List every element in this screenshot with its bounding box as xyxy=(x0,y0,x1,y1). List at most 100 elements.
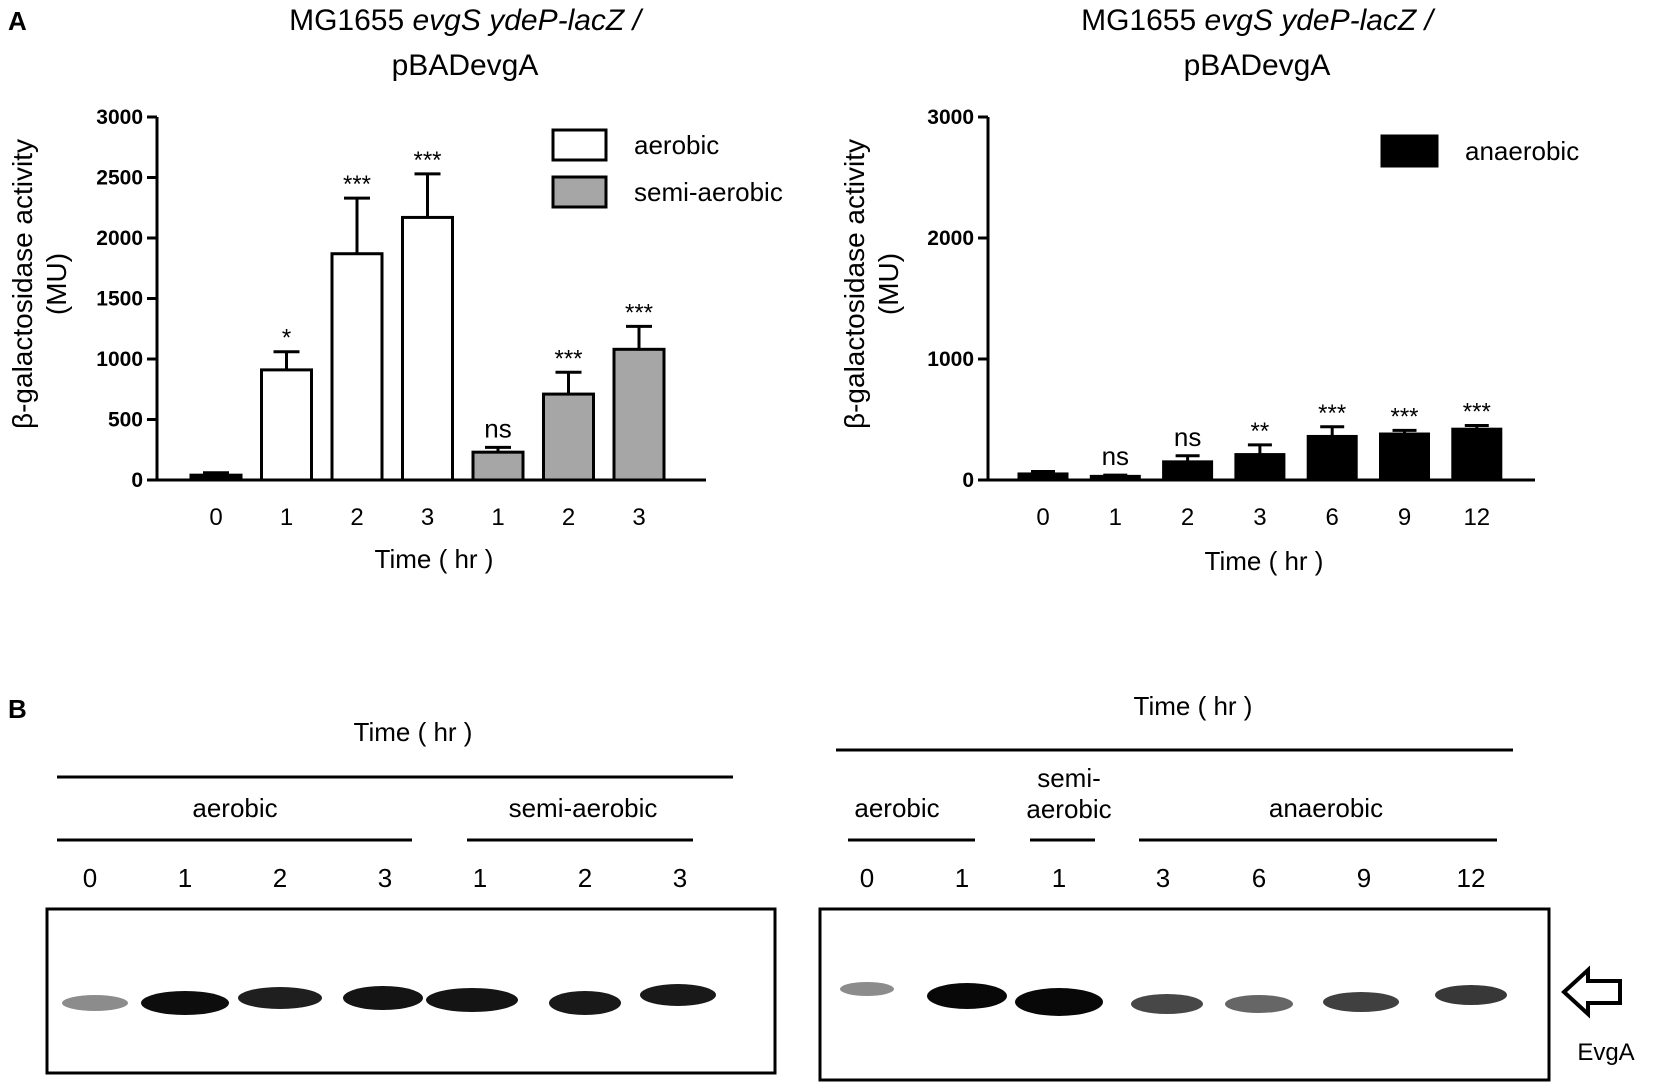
lane-label: 12 xyxy=(1457,863,1486,893)
left-x-axis-label: Time ( hr ) xyxy=(375,544,494,574)
significance-label: *** xyxy=(625,299,653,326)
blot-band xyxy=(640,984,716,1006)
significance-label: *** xyxy=(1463,399,1491,426)
lane-label: 1 xyxy=(1052,863,1066,893)
left-chart: MG1655 evgS ydeP-lacZ / pBADevgA β-galac… xyxy=(7,4,783,574)
right-bars: 0 ns 1 ns 2 ** 3 *** 6 *** 9 *** 12 xyxy=(1017,399,1503,531)
x-tick-label: 0 xyxy=(1036,504,1049,531)
blot-band xyxy=(1225,995,1293,1013)
bar xyxy=(330,252,384,482)
right-title-italic: evgS ydeP-lacZ / xyxy=(1204,4,1435,37)
left-blot-bands xyxy=(62,984,716,1015)
lane-label: 3 xyxy=(673,863,687,893)
bar xyxy=(1162,460,1214,482)
bar xyxy=(1017,472,1069,482)
blot-band xyxy=(1323,992,1399,1012)
x-tick-label: 0 xyxy=(209,504,222,531)
legend-label: semi-aerobic xyxy=(634,177,783,207)
significance-label: *** xyxy=(1390,403,1418,430)
x-tick-label: 1 xyxy=(280,504,293,531)
lane-label: 9 xyxy=(1357,863,1371,893)
lane-label: 3 xyxy=(1156,863,1170,893)
blot-band xyxy=(1015,988,1103,1016)
left-y-axis-label-line2: (MU) xyxy=(41,253,72,315)
left-y-axis-label: β-galactosidase activity (MU) xyxy=(7,139,72,429)
significance-label: *** xyxy=(1318,400,1346,427)
x-tick-label: 2 xyxy=(1181,504,1194,531)
bar xyxy=(260,368,313,482)
blot-band xyxy=(238,987,322,1009)
x-tick-label: 3 xyxy=(421,504,434,531)
lane-label: 0 xyxy=(860,863,874,893)
left-blot-time-label: Time ( hr ) xyxy=(354,717,473,747)
legend-swatch xyxy=(551,175,608,209)
blot-band xyxy=(1131,994,1203,1014)
y-tick-label: 2500 xyxy=(96,167,143,190)
semi-label-line: aerobic xyxy=(1026,794,1111,824)
lane-label: 6 xyxy=(1252,863,1266,893)
significance-label: ns xyxy=(1102,441,1129,471)
evga-arrow-icon xyxy=(1561,965,1622,1019)
blot-band xyxy=(62,995,128,1011)
right-blot-bands xyxy=(840,982,1507,1016)
left-chart-title-line2: pBADevgA xyxy=(392,49,539,82)
x-tick-label: 12 xyxy=(1463,504,1490,531)
y-tick-label: 3000 xyxy=(96,106,143,129)
panel-label-b: B xyxy=(8,694,27,724)
right-blot-group-aerobic: aerobic xyxy=(854,793,939,823)
left-y-axis-label-line1: β-galactosidase activity xyxy=(7,139,38,429)
right-blot-group-anaerobic: anaerobic xyxy=(1269,793,1383,823)
y-tick-label: 500 xyxy=(108,409,143,432)
right-axis: 0 1000 2000 3000 xyxy=(927,106,1535,492)
x-tick-label: 1 xyxy=(1109,504,1122,531)
blot-band xyxy=(927,983,1007,1009)
significance-label: *** xyxy=(554,345,582,372)
right-chart-title-line2: pBADevgA xyxy=(1184,49,1331,82)
left-chart-title-line1: MG1655 evgS ydeP-lacZ / xyxy=(289,4,643,37)
x-tick-label: 3 xyxy=(632,504,645,531)
right-blot-group-semi-aerobic: semi-aerobic xyxy=(1026,763,1111,824)
right-y-axis-label-line2: (MU) xyxy=(873,253,904,315)
x-tick-label: 6 xyxy=(1326,504,1339,531)
significance-label: ns xyxy=(1174,422,1201,452)
left-bars: 0 * 1 *** 2 *** 3 ns 1 *** 2 *** 3 xyxy=(189,147,666,531)
bar xyxy=(401,215,454,482)
blot-band xyxy=(141,991,229,1015)
blot-band xyxy=(1435,985,1507,1005)
bar xyxy=(1306,434,1358,482)
lane-label: 1 xyxy=(955,863,969,893)
right-chart: MG1655 evgS ydeP-lacZ / pBADevgA β-galac… xyxy=(839,4,1579,576)
left-blot-lane-labels: 0 1 2 3 1 2 3 xyxy=(83,863,687,893)
right-blot-lane-labels: 0 1 1 3 6 9 12 xyxy=(860,863,1486,893)
x-tick-label: 1 xyxy=(491,504,504,531)
bar xyxy=(542,392,595,482)
left-blot: Time ( hr ) aerobic semi-aerobic 0 1 2 3 1 2 3 xyxy=(45,717,777,1075)
right-y-axis-label-line1: β-galactosidase activity xyxy=(839,139,870,429)
legend-label: anaerobic xyxy=(1465,136,1579,166)
blot-band xyxy=(343,986,423,1010)
bar xyxy=(1451,427,1503,482)
y-tick-label: 0 xyxy=(131,469,143,492)
lane-label: 1 xyxy=(473,863,487,893)
x-tick-label: 2 xyxy=(350,504,363,531)
y-tick-label: 2000 xyxy=(96,227,143,250)
left-title-plain: MG1655 xyxy=(289,4,412,37)
right-blot: Time ( hr ) aerobic semi-aerobic anaerob… xyxy=(818,691,1635,1082)
legend-label: aerobic xyxy=(634,130,719,160)
bar xyxy=(1379,432,1430,482)
x-tick-label: 2 xyxy=(562,504,575,531)
significance-label: ** xyxy=(1251,418,1270,445)
bar xyxy=(1089,474,1141,482)
legend-swatch xyxy=(551,128,608,162)
y-tick-label: 1500 xyxy=(96,288,143,311)
left-legend: aerobic semi-aerobic xyxy=(551,128,783,209)
lane-label: 0 xyxy=(83,863,97,893)
left-blot-group-semi-aerobic: semi-aerobic xyxy=(509,793,658,823)
right-legend: anaerobic xyxy=(1380,134,1579,168)
left-blot-group-aerobic: aerobic xyxy=(192,793,277,823)
blot-band xyxy=(426,988,518,1012)
blot-band xyxy=(549,991,621,1015)
x-tick-label: 9 xyxy=(1398,504,1411,531)
significance-label: *** xyxy=(413,147,441,174)
